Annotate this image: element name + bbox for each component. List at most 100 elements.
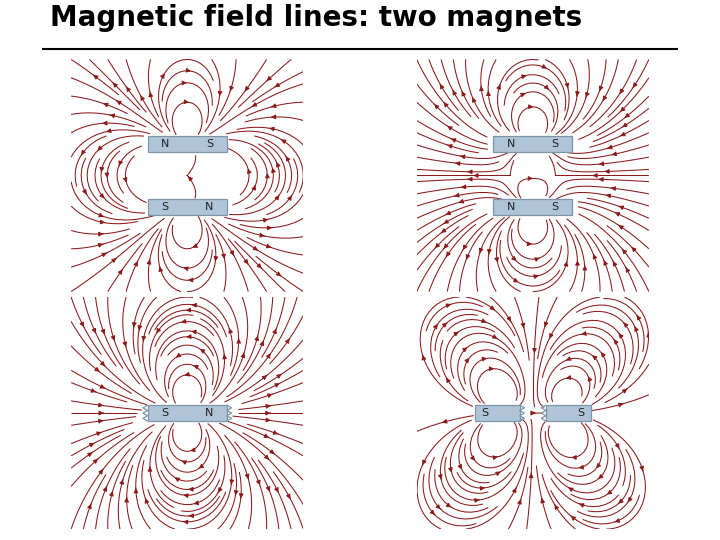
FancyArrowPatch shape	[599, 475, 603, 478]
FancyArrowPatch shape	[147, 259, 150, 264]
FancyArrowPatch shape	[286, 156, 290, 161]
FancyArrowPatch shape	[482, 357, 486, 361]
FancyArrowPatch shape	[240, 494, 243, 498]
FancyArrowPatch shape	[105, 173, 109, 177]
FancyArrowPatch shape	[241, 353, 245, 357]
FancyArrowPatch shape	[266, 354, 271, 358]
Text: N: N	[506, 202, 515, 212]
Text: S: S	[481, 408, 488, 418]
FancyArrowPatch shape	[631, 247, 636, 252]
FancyArrowPatch shape	[93, 75, 98, 79]
Text: N: N	[161, 139, 169, 149]
FancyArrowPatch shape	[576, 92, 580, 97]
FancyArrowPatch shape	[99, 411, 104, 415]
FancyArrowPatch shape	[222, 254, 225, 259]
FancyArrowPatch shape	[99, 232, 103, 236]
FancyArrowPatch shape	[423, 460, 426, 465]
FancyArrowPatch shape	[493, 456, 497, 460]
FancyArrowPatch shape	[462, 91, 465, 96]
FancyArrowPatch shape	[235, 490, 238, 495]
FancyArrowPatch shape	[434, 104, 438, 109]
FancyArrowPatch shape	[528, 105, 532, 109]
FancyArrowPatch shape	[621, 132, 625, 136]
FancyArrowPatch shape	[601, 353, 605, 357]
Text: N: N	[205, 202, 214, 212]
FancyArrowPatch shape	[567, 376, 571, 379]
FancyArrowPatch shape	[89, 443, 94, 447]
FancyArrowPatch shape	[474, 498, 480, 502]
FancyArrowPatch shape	[618, 206, 624, 210]
FancyArrowPatch shape	[442, 420, 447, 423]
FancyArrowPatch shape	[636, 315, 641, 320]
FancyArrowPatch shape	[422, 355, 426, 360]
FancyArrowPatch shape	[125, 497, 128, 502]
FancyArrowPatch shape	[262, 375, 267, 380]
FancyArrowPatch shape	[266, 245, 271, 248]
FancyArrowPatch shape	[255, 335, 258, 340]
FancyArrowPatch shape	[533, 348, 536, 353]
FancyArrowPatch shape	[100, 385, 105, 388]
FancyArrowPatch shape	[276, 162, 280, 167]
FancyArrowPatch shape	[447, 126, 452, 130]
FancyArrowPatch shape	[100, 167, 104, 172]
FancyArrowPatch shape	[123, 342, 127, 347]
FancyArrowPatch shape	[647, 332, 650, 337]
FancyArrowPatch shape	[467, 170, 472, 173]
FancyArrowPatch shape	[192, 303, 197, 307]
FancyArrowPatch shape	[588, 377, 592, 381]
FancyArrowPatch shape	[109, 491, 113, 496]
FancyArrowPatch shape	[497, 84, 500, 89]
FancyArrowPatch shape	[109, 114, 114, 118]
FancyArrowPatch shape	[252, 103, 257, 107]
FancyArrowPatch shape	[245, 86, 249, 91]
FancyArrowPatch shape	[266, 418, 271, 422]
FancyArrowPatch shape	[253, 246, 258, 251]
FancyArrowPatch shape	[579, 504, 584, 507]
FancyArrowPatch shape	[495, 258, 498, 262]
FancyArrowPatch shape	[440, 84, 444, 89]
FancyArrowPatch shape	[266, 404, 271, 408]
FancyArrowPatch shape	[99, 403, 103, 407]
FancyArrowPatch shape	[611, 187, 616, 190]
FancyArrowPatch shape	[612, 152, 616, 156]
FancyArrowPatch shape	[264, 219, 268, 222]
FancyArrowPatch shape	[218, 488, 222, 492]
FancyArrowPatch shape	[260, 341, 264, 346]
FancyArrowPatch shape	[572, 456, 576, 460]
FancyArrowPatch shape	[246, 474, 249, 479]
FancyArrowPatch shape	[176, 478, 179, 481]
FancyArrowPatch shape	[593, 254, 597, 259]
FancyArrowPatch shape	[98, 146, 102, 151]
FancyArrowPatch shape	[100, 194, 104, 198]
Text: N: N	[205, 408, 214, 418]
FancyArrowPatch shape	[568, 488, 573, 491]
FancyArrowPatch shape	[275, 383, 279, 387]
FancyArrowPatch shape	[149, 92, 153, 97]
FancyArrowPatch shape	[126, 87, 130, 91]
FancyArrowPatch shape	[527, 242, 531, 246]
FancyArrowPatch shape	[571, 516, 575, 520]
FancyArrowPatch shape	[446, 304, 451, 307]
FancyArrowPatch shape	[623, 389, 627, 393]
FancyArrowPatch shape	[451, 139, 456, 142]
FancyArrowPatch shape	[593, 356, 597, 360]
FancyArrowPatch shape	[271, 168, 275, 173]
FancyArrowPatch shape	[102, 122, 107, 125]
FancyArrowPatch shape	[621, 107, 625, 112]
FancyArrowPatch shape	[99, 213, 104, 217]
FancyArrowPatch shape	[182, 81, 186, 85]
FancyArrowPatch shape	[252, 185, 256, 190]
FancyArrowPatch shape	[107, 129, 111, 132]
FancyArrowPatch shape	[490, 306, 495, 310]
FancyArrowPatch shape	[599, 162, 603, 166]
FancyArrowPatch shape	[521, 323, 525, 328]
FancyArrowPatch shape	[436, 505, 441, 509]
FancyArrowPatch shape	[182, 320, 186, 323]
FancyArrowPatch shape	[183, 520, 188, 524]
FancyArrowPatch shape	[288, 195, 292, 200]
FancyArrowPatch shape	[459, 200, 464, 203]
Bar	[148, 405, 227, 421]
FancyArrowPatch shape	[260, 233, 265, 237]
FancyArrowPatch shape	[583, 265, 587, 270]
Text: S: S	[552, 139, 559, 149]
